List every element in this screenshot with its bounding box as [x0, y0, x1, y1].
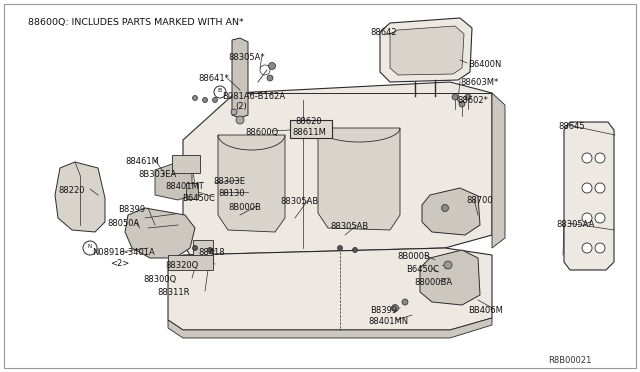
Text: B6400N: B6400N — [468, 60, 501, 69]
Text: <2>: <2> — [110, 259, 129, 268]
Text: 88305AA: 88305AA — [556, 220, 595, 229]
Circle shape — [582, 243, 592, 253]
Bar — [290, 120, 332, 138]
Polygon shape — [125, 208, 195, 258]
Text: 88305AB: 88305AB — [280, 197, 318, 206]
Text: 88305AB: 88305AB — [330, 222, 368, 231]
Polygon shape — [155, 162, 192, 200]
Polygon shape — [380, 18, 472, 82]
Bar — [168, 255, 213, 270]
Polygon shape — [422, 188, 480, 235]
Circle shape — [267, 75, 273, 81]
Text: B8399: B8399 — [118, 205, 145, 214]
Circle shape — [595, 213, 605, 223]
Circle shape — [337, 246, 342, 250]
Circle shape — [392, 305, 399, 311]
Text: N08918-3401A: N08918-3401A — [92, 248, 155, 257]
Text: 88300Q: 88300Q — [143, 275, 176, 284]
Text: 88700: 88700 — [466, 196, 493, 205]
Circle shape — [582, 213, 592, 223]
Text: 88305A*: 88305A* — [228, 53, 264, 62]
Polygon shape — [492, 93, 505, 248]
Text: 88418: 88418 — [198, 248, 225, 257]
Text: 88645: 88645 — [558, 122, 584, 131]
Bar — [186, 183, 198, 199]
Text: 88220: 88220 — [58, 186, 84, 195]
Polygon shape — [390, 26, 464, 75]
Text: 88130: 88130 — [218, 189, 244, 198]
Text: 88642: 88642 — [370, 28, 397, 37]
Text: B8399: B8399 — [370, 306, 397, 315]
Text: R8B00021: R8B00021 — [548, 356, 591, 365]
Circle shape — [353, 247, 358, 253]
Circle shape — [442, 205, 449, 212]
Polygon shape — [420, 250, 480, 305]
Text: 88620: 88620 — [295, 117, 322, 126]
Circle shape — [595, 153, 605, 163]
Text: 88000BA: 88000BA — [414, 278, 452, 287]
Text: 88461M: 88461M — [125, 157, 159, 166]
Text: 88303E: 88303E — [213, 177, 245, 186]
Circle shape — [582, 153, 592, 163]
Text: B6450C: B6450C — [182, 194, 215, 203]
Polygon shape — [168, 248, 492, 330]
Bar — [193, 240, 213, 262]
Text: 8B000B: 8B000B — [228, 203, 261, 212]
Polygon shape — [168, 318, 492, 338]
Circle shape — [193, 246, 198, 250]
Text: 88600Q: 88600Q — [245, 128, 278, 137]
Text: B: B — [217, 88, 221, 93]
Polygon shape — [318, 128, 400, 230]
Text: 88600Q: INCLUDES PARTS MARKED WITH AN*: 88600Q: INCLUDES PARTS MARKED WITH AN* — [28, 18, 244, 27]
Circle shape — [269, 62, 275, 70]
Text: 88602*: 88602* — [457, 96, 488, 105]
Text: 8B000B: 8B000B — [397, 252, 430, 261]
Text: B081A6-B162A: B081A6-B162A — [222, 92, 285, 101]
Text: B6450C: B6450C — [406, 265, 439, 274]
Text: BB406M: BB406M — [468, 306, 503, 315]
Text: 88401MT: 88401MT — [165, 182, 204, 191]
Text: 88401MN: 88401MN — [368, 317, 408, 326]
Text: N: N — [87, 244, 91, 249]
Circle shape — [595, 243, 605, 253]
Circle shape — [212, 97, 218, 103]
Polygon shape — [232, 38, 248, 118]
Polygon shape — [564, 122, 614, 270]
Text: (2): (2) — [235, 102, 247, 111]
Text: 88603M*: 88603M* — [460, 78, 499, 87]
Circle shape — [465, 94, 471, 100]
Circle shape — [402, 299, 408, 305]
Polygon shape — [218, 135, 285, 232]
Circle shape — [444, 261, 452, 269]
Bar — [172, 155, 200, 173]
Circle shape — [236, 116, 244, 124]
Circle shape — [202, 97, 207, 103]
Polygon shape — [183, 82, 492, 255]
Circle shape — [207, 247, 212, 253]
Circle shape — [231, 109, 237, 115]
Text: 88311R: 88311R — [157, 288, 189, 297]
Text: 88611M: 88611M — [292, 128, 326, 137]
Text: 88320Q: 88320Q — [165, 261, 198, 270]
Circle shape — [459, 101, 465, 107]
Text: 88641*: 88641* — [198, 74, 229, 83]
Circle shape — [193, 96, 198, 100]
Polygon shape — [55, 162, 105, 232]
Text: 8B303EA: 8B303EA — [138, 170, 176, 179]
Circle shape — [582, 183, 592, 193]
Text: 88050A: 88050A — [107, 219, 140, 228]
Circle shape — [595, 183, 605, 193]
Circle shape — [452, 94, 458, 100]
